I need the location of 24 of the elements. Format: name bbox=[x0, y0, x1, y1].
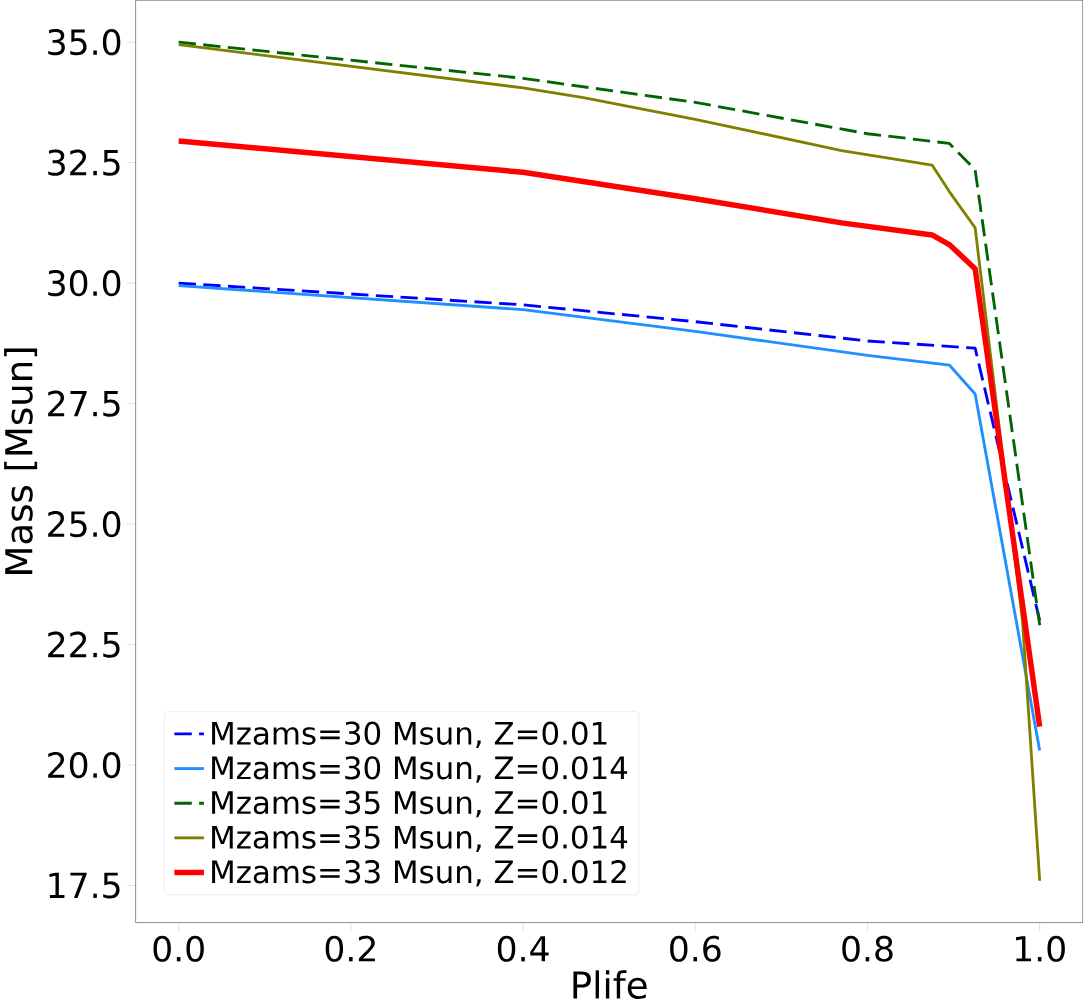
line-series bbox=[177, 40, 1042, 627]
legend-label: Mzams=33 Msun, Z=0.012 bbox=[212, 860, 626, 887]
y-tick-label: 30.0 bbox=[48, 270, 121, 297]
x-tick-label: 0.2 bbox=[325, 935, 375, 962]
y-tick-label: 20.0 bbox=[48, 751, 121, 779]
y-tick-label: 22.5 bbox=[48, 631, 120, 658]
legend-label: Mzams=35 Msun, Z=0.01 bbox=[212, 790, 607, 818]
line-series bbox=[177, 284, 1042, 752]
x-tick-label: 0.6 bbox=[670, 935, 721, 962]
legend-label: Mzams=35 Msun, Z=0.014 bbox=[212, 825, 628, 852]
x-tick-label: 1.0 bbox=[1016, 935, 1065, 962]
x-tick-label: 0.0 bbox=[153, 935, 204, 962]
y-axis-title: Mass [Msun] bbox=[4, 348, 38, 574]
y-tick-label: 27.5 bbox=[48, 390, 120, 417]
x-tick-label: 0.8 bbox=[842, 935, 893, 962]
x-tick-label: 0.4 bbox=[497, 935, 549, 962]
x-axis-title: Plife bbox=[573, 970, 647, 999]
y-tick-label: 25.0 bbox=[48, 510, 121, 538]
line-series bbox=[177, 281, 1042, 622]
y-tick-label: 17.5 bbox=[49, 872, 120, 899]
y-tick-label: 35.0 bbox=[48, 29, 121, 56]
y-tick-label: 32.5 bbox=[48, 149, 120, 176]
legend-label: Mzams=30 Msun, Z=0.01 bbox=[212, 721, 607, 748]
legend-label: Mzams=30 Msun, Z=0.014 bbox=[212, 756, 628, 783]
